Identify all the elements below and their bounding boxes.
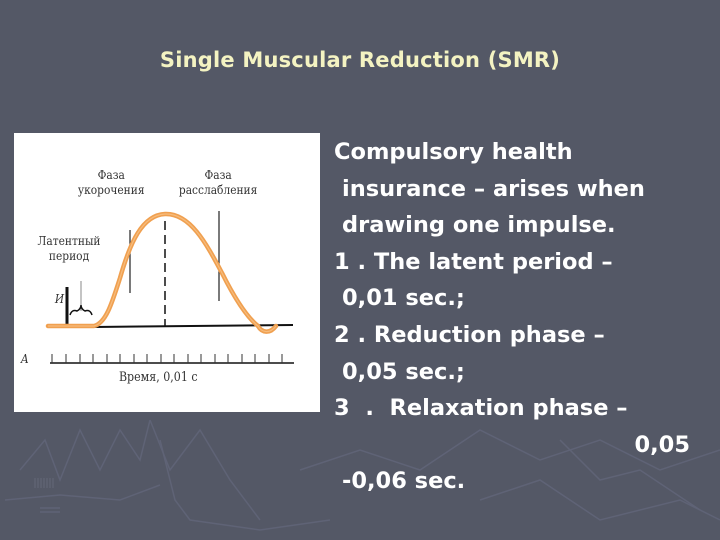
body-line-3: drawing one impulse. <box>342 212 616 239</box>
latent-period-label: Латентный период <box>37 233 101 263</box>
twitch-curve <box>45 211 279 334</box>
body-line-4: 1 . The latent period – <box>334 248 613 275</box>
body-line-6: 2 . Reduction phase – <box>334 321 605 348</box>
axis-marker-label: А <box>20 351 29 366</box>
body-line-1: Compulsory health <box>334 139 573 165</box>
muscle-twitch-diagram <box>45 211 294 364</box>
slide-title: Single Muscular Reduction (SMR) <box>159 48 561 72</box>
time-axis-label: Время, 0,01 с <box>118 370 198 385</box>
muscle-twitch-figure: Фаза укорочения Фаза расслабления Латент… <box>14 133 320 412</box>
twitch-curve-highlight <box>48 213 277 333</box>
stimulus-marker-label: И <box>54 291 65 306</box>
baseline <box>93 324 294 328</box>
body-line-2: insurance – arises when <box>342 175 645 202</box>
latent-period-brace <box>69 304 93 316</box>
body-line-8: 3 . Relaxation phase – <box>334 395 628 422</box>
body-line-7: 0,05 sec.; <box>342 358 465 385</box>
shortening-phase-label: Фаза укорочения <box>77 167 145 197</box>
relaxation-phase-label: Фаза расслабления <box>178 167 258 197</box>
body-line-5: 0,01 sec.; <box>342 285 465 312</box>
body-line-9: 0,05 <box>634 431 690 458</box>
slide-body: Compulsory health insurance – arises whe… <box>334 134 714 500</box>
time-axis-ticks <box>51 354 283 363</box>
body-line-10: -0,06 sec. <box>342 468 466 495</box>
